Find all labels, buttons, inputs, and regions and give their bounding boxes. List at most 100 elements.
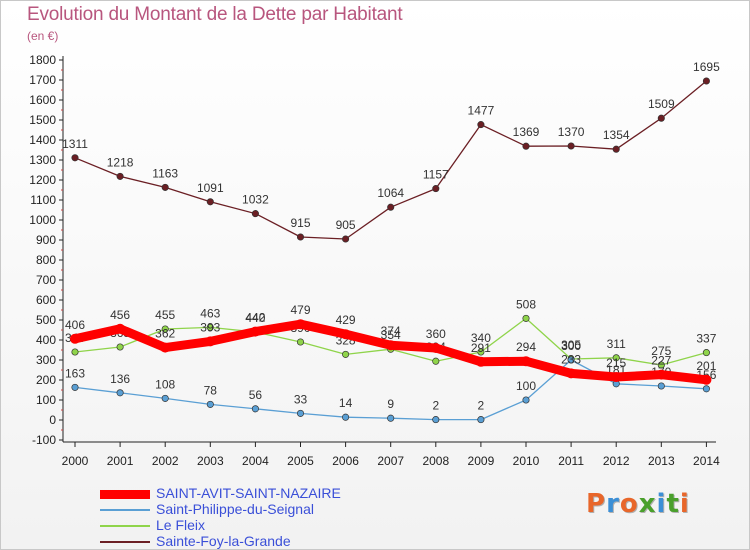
legend-label: Le Fleix (156, 517, 206, 533)
data-point (522, 396, 530, 404)
data-point (387, 414, 395, 422)
data-label: 1369 (513, 125, 540, 139)
data-point (250, 326, 261, 337)
data-point (657, 361, 665, 369)
x-tick-label: 2014 (693, 454, 720, 468)
data-point (611, 372, 622, 382)
y-tick-label: 100 (36, 393, 56, 407)
x-tick-label: 2011 (558, 454, 584, 468)
data-label: 300 (561, 339, 581, 353)
y-tick-label: 1200 (29, 173, 56, 187)
data-point (206, 198, 214, 206)
data-point (702, 77, 710, 85)
data-label: 201 (696, 359, 716, 373)
x-tick-label: 2007 (377, 454, 404, 468)
legend-swatch (100, 541, 150, 543)
data-point (432, 357, 440, 365)
data-point (71, 383, 79, 391)
data-label: 9 (387, 397, 394, 411)
logo-letter: o (619, 489, 639, 519)
logo-letter: r (606, 489, 620, 519)
data-label: 1311 (62, 137, 88, 151)
data-point (342, 413, 350, 421)
data-label: 508 (516, 297, 536, 311)
data-label: 354 (381, 328, 401, 342)
series-saint-avit-saint-nazaire: 406 456 362 393 442 479 429 374 360 291 294 233 215 2… (65, 303, 717, 385)
x-tick-label: 2009 (468, 454, 495, 468)
y-tick-label: 1600 (29, 93, 56, 107)
data-point (70, 333, 80, 344)
y-tick-label: 500 (36, 313, 56, 327)
y-tick-label: 1100 (30, 193, 56, 207)
data-label: 479 (290, 303, 310, 317)
data-point (521, 356, 531, 367)
data-label: 294 (516, 340, 536, 354)
y-tick-label: 800 (36, 253, 56, 267)
data-label: 56 (249, 388, 263, 402)
data-label: 305 (561, 338, 581, 352)
data-point (477, 348, 485, 356)
data-point (657, 114, 665, 122)
x-tick-label: 2003 (197, 454, 224, 468)
logo-letter: i (679, 489, 690, 519)
chart-subtitle: (en €) (27, 29, 59, 43)
data-label: 14 (339, 396, 353, 410)
data-label: 1509 (648, 97, 675, 111)
y-tick-label: 400 (36, 333, 56, 347)
y-tick-label: 1000 (29, 213, 56, 227)
data-label: 340 (471, 331, 491, 345)
x-tick-label: 2000 (62, 454, 89, 468)
data-point (432, 185, 440, 193)
data-point (522, 142, 530, 150)
series-line (74, 80, 708, 240)
y-tick-label: 1300 (29, 153, 56, 167)
data-point (657, 382, 665, 390)
data-label: 337 (696, 332, 716, 346)
data-label: 1218 (107, 155, 134, 169)
data-label: 442 (245, 311, 265, 325)
data-label: 393 (200, 320, 220, 334)
legend-label: SAINT-AVIT-SAINT-NAZAIRE (156, 485, 341, 501)
data-label: 455 (155, 308, 175, 322)
data-point (296, 338, 305, 346)
logo-letter: x (638, 489, 657, 519)
data-label: 233 (561, 352, 581, 366)
x-tick-label: 2006 (332, 454, 359, 468)
data-label: 275 (651, 344, 671, 358)
data-point (116, 343, 124, 351)
data-label: 1091 (197, 181, 224, 195)
data-label: 406 (65, 318, 85, 332)
data-point (296, 233, 305, 241)
series-sainte-foy-la-grande: 1311 1218 1163 1091 1032 915 905 1064 1157 1477 13… (62, 60, 720, 243)
data-label: 136 (110, 372, 130, 386)
data-point (116, 389, 124, 397)
y-tick-label: 0 (49, 413, 56, 427)
y-tick-label: 200 (36, 373, 56, 387)
data-point (701, 374, 712, 385)
chart-title: Evolution du Montant de la Dette par Hab… (27, 4, 403, 25)
data-label: 362 (155, 327, 175, 341)
logo-letter: t (666, 489, 680, 519)
x-tick-label: 2001 (107, 454, 134, 468)
data-point (116, 172, 124, 180)
x-tick-label: 2012 (603, 454, 630, 468)
data-label: 108 (155, 377, 175, 391)
data-label: 1064 (377, 186, 404, 200)
data-point (160, 342, 171, 353)
data-point (385, 340, 396, 351)
data-label: 2 (478, 399, 485, 413)
data-label: 1032 (242, 193, 269, 207)
data-point (161, 394, 169, 402)
legend-swatch (100, 525, 150, 527)
data-point (342, 350, 350, 358)
data-point (430, 343, 441, 353)
y-tick-label: 600 (36, 293, 56, 307)
data-point (71, 348, 79, 356)
y-tick-label: 1700 (29, 73, 56, 87)
data-point (567, 356, 575, 364)
data-point (296, 409, 305, 417)
data-point (340, 329, 351, 340)
legend-label: Saint-Philippe-du-Seignal (156, 501, 314, 517)
data-label: 456 (110, 308, 130, 322)
data-point (205, 336, 216, 347)
